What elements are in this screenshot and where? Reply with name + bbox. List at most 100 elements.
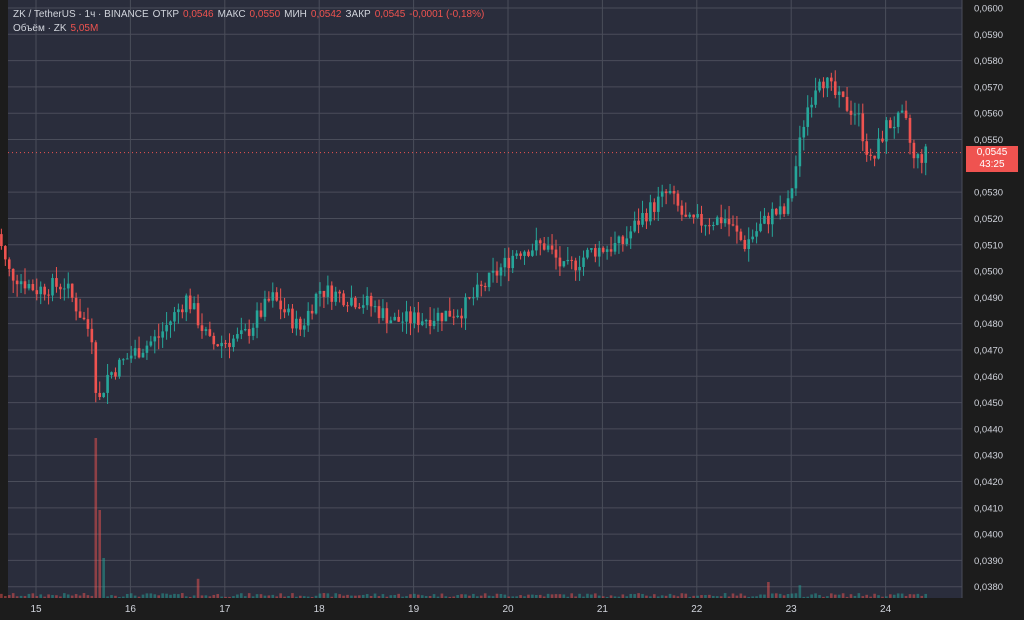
volume-bar: [566, 596, 570, 598]
volume-bar: [381, 594, 385, 598]
candle-body: [271, 292, 275, 301]
candle-body: [920, 154, 924, 163]
volume-bar: [892, 594, 896, 598]
candle-body: [558, 257, 562, 267]
candle-body: [590, 248, 593, 250]
volume-bar: [346, 594, 349, 598]
candle-body: [452, 316, 456, 318]
candle-body: [299, 318, 302, 330]
volume-bar: [78, 595, 82, 598]
candle-body: [586, 249, 589, 258]
candle-body: [177, 309, 180, 313]
candle-body: [822, 81, 825, 89]
y-tick-label: 0,0580: [974, 56, 1003, 67]
volume-bar: [236, 594, 239, 598]
candle-body: [420, 321, 424, 325]
plot-area: [8, 0, 962, 598]
x-tick-label: 20: [502, 604, 514, 615]
candle-body: [507, 257, 511, 269]
volume-bar: [798, 585, 802, 598]
candle-body: [841, 91, 845, 97]
volume-bar: [700, 595, 703, 598]
volume-bar: [216, 594, 220, 598]
volume-bar: [464, 594, 467, 598]
candle-body: [432, 320, 436, 327]
candle-body: [424, 319, 428, 322]
candle-body: [436, 312, 440, 321]
candle-body: [755, 231, 758, 237]
candle-body: [31, 284, 35, 291]
candle-body: [464, 297, 467, 319]
x-tick-label: 22: [691, 604, 703, 615]
candle-body: [515, 253, 518, 256]
volume-legend: Объём · ZK 5,05M: [13, 23, 98, 34]
volume-bar: [830, 593, 833, 598]
candle-body: [255, 310, 259, 328]
volume-bar: [542, 596, 546, 598]
volume-bar: [491, 596, 495, 598]
volume-bar: [86, 595, 90, 598]
candle-body: [660, 191, 664, 197]
candle-body: [605, 249, 609, 252]
candle-body: [322, 290, 326, 297]
volume-bar: [782, 595, 786, 598]
candle-body: [554, 249, 558, 258]
volume-bar: [118, 596, 121, 598]
candle-body: [212, 335, 216, 345]
candle-body: [562, 261, 566, 267]
volume-bar: [322, 593, 326, 598]
volume-bar: [609, 595, 613, 598]
candle-body: [326, 285, 330, 297]
volume-bar: [393, 595, 397, 598]
candle-body: [531, 250, 534, 256]
x-tick-label: 21: [597, 604, 609, 615]
volume-bar: [731, 593, 735, 598]
candle-body: [385, 308, 389, 324]
volume-bar: [574, 596, 577, 598]
candle-body: [232, 338, 235, 348]
volume-bar: [361, 594, 365, 598]
candle-body: [365, 295, 369, 306]
candle-body: [251, 327, 255, 336]
x-tick-label: 16: [125, 604, 137, 615]
candle-body: [228, 342, 231, 348]
volume-bar: [94, 438, 98, 598]
candle-body: [7, 259, 11, 269]
volume-bar: [688, 596, 692, 598]
candle-body: [141, 352, 145, 358]
volume-bar: [401, 596, 404, 598]
volume-bar: [527, 594, 530, 598]
candle-body: [82, 317, 86, 320]
volume-bar: [279, 593, 282, 598]
volume-bar: [790, 593, 794, 598]
volume-label[interactable]: Объём · ZK: [13, 23, 67, 34]
candle-body: [283, 309, 286, 313]
y-tick-label: 0,0380: [974, 582, 1003, 593]
candle-body: [743, 239, 747, 249]
candle-body: [291, 308, 294, 329]
symbol-label[interactable]: ZK / TetherUS · 1ч · BINANCE: [13, 9, 149, 20]
candle-body: [700, 213, 703, 226]
candle-body: [806, 107, 810, 127]
volume-bar: [55, 595, 58, 598]
y-tick-label: 0,0420: [974, 477, 1003, 488]
volume-bar: [129, 593, 133, 598]
candle-body: [279, 300, 282, 310]
volume-bar: [456, 595, 459, 598]
volume-bar: [377, 596, 381, 598]
candle-body: [90, 328, 94, 343]
candle-body: [204, 329, 208, 331]
candle-body: [857, 113, 861, 115]
current-price-tag: 0,0545 43:25: [966, 146, 1018, 172]
volume-bar: [27, 593, 31, 598]
candle-body: [440, 312, 444, 322]
candle-body: [43, 286, 46, 295]
candle-body: [51, 278, 54, 296]
volume-bar: [617, 596, 621, 598]
candle-body: [633, 220, 636, 232]
volume-bar: [586, 593, 589, 598]
volume-bar: [365, 594, 369, 598]
y-tick-label: 0,0590: [974, 30, 1003, 41]
